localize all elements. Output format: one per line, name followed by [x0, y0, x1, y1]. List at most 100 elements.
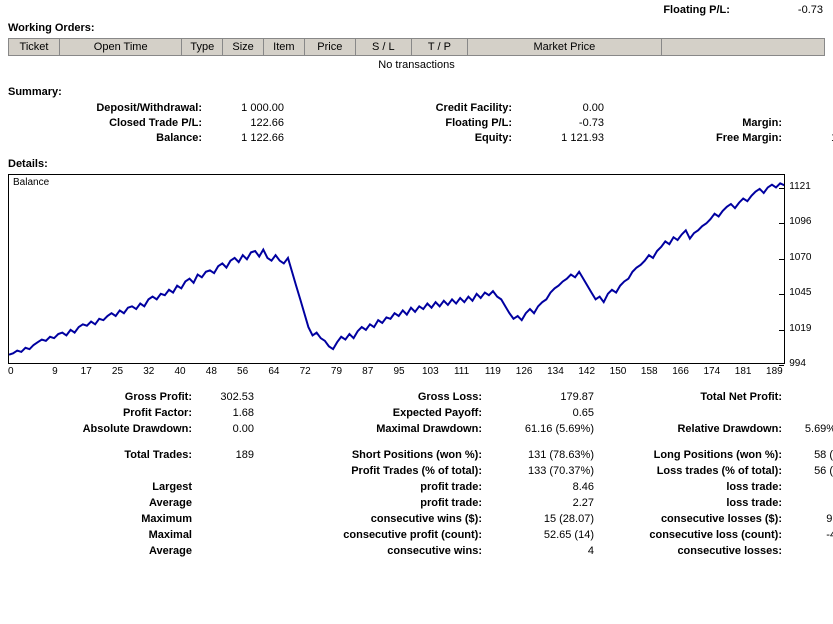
details-label: Largest: [8, 481, 198, 493]
details-value: 302.53: [198, 391, 268, 403]
details-label: Maximal Drawdown:: [268, 423, 488, 435]
working-orders-title: Working Orders:: [8, 22, 825, 34]
details-value: 0.00: [198, 423, 268, 435]
balance-chart: Balance 99410191045107010961121: [8, 174, 825, 364]
x-tick-label: 9: [39, 366, 70, 377]
details-value: -8.50: [788, 481, 833, 493]
details-value: 1.68: [198, 407, 268, 419]
details-label: Short Positions (won %):: [268, 449, 488, 461]
details-value: 52.65 (14): [488, 529, 608, 541]
details-label: loss trade:: [608, 481, 788, 493]
x-tick-label: 0: [8, 366, 39, 377]
details-value: 2.27: [488, 497, 608, 509]
summary-value: 1 121.93: [518, 132, 618, 144]
x-tick-label: 181: [727, 366, 758, 377]
details-value: 5.69% (61.16): [788, 423, 833, 435]
details-label: consecutive wins ($):: [268, 513, 488, 525]
details-label: profit trade:: [268, 497, 488, 509]
details-label: consecutive wins:: [268, 545, 488, 557]
x-tick-label: 158: [634, 366, 665, 377]
details-label: Loss trades (% of total):: [608, 465, 788, 477]
summary-title: Summary:: [8, 86, 825, 98]
summary-label: Floating P/L:: [298, 117, 518, 129]
details-value: -3.21: [788, 497, 833, 509]
details-label: consecutive losses ($):: [608, 513, 788, 525]
details-title: Details:: [8, 158, 825, 170]
x-tick-label: 40: [164, 366, 195, 377]
summary-label: Free Margin:: [618, 132, 788, 144]
details-value: [788, 407, 833, 419]
details-value: [198, 481, 268, 493]
summary-value: 0.00: [518, 102, 618, 114]
details-label: Total Trades:: [8, 449, 198, 461]
details-label: Average: [8, 497, 198, 509]
orders-col-header: Ticket: [9, 39, 60, 56]
x-tick-label: 103: [415, 366, 446, 377]
y-tick-label: 994: [789, 358, 806, 369]
floating-pl-header: Floating P/L: -0.73: [8, 4, 825, 16]
details-label: Gross Profit:: [8, 391, 198, 403]
x-tick-label: 72: [290, 366, 321, 377]
summary-label: Closed Trade P/L:: [8, 117, 208, 129]
details-label: [8, 465, 198, 477]
orders-col-header: Open Time: [60, 39, 182, 56]
details-label: consecutive profit (count):: [268, 529, 488, 541]
details-value: 122.66: [788, 391, 833, 403]
summary-grid: Deposit/Withdrawal:1 000.00Credit Facili…: [8, 102, 825, 144]
orders-col-header: S / L: [355, 39, 411, 56]
summary-value: 1 000.00: [208, 102, 298, 114]
no-transactions-text: No transactions: [8, 56, 825, 74]
summary-value: -0.73: [518, 117, 618, 129]
details-value: 131 (78.63%): [488, 449, 608, 461]
y-tick-label: 1045: [789, 287, 811, 298]
details-label: profit trade:: [268, 481, 488, 493]
x-tick-label: 32: [133, 366, 164, 377]
x-tick-label: 119: [477, 366, 508, 377]
y-tick-label: 1070: [789, 252, 811, 263]
details-value: 9 (-44.79): [788, 513, 833, 525]
summary-label: Margin:: [618, 117, 788, 129]
details-value: 61.16 (5.69%): [488, 423, 608, 435]
x-tick-label: 95: [383, 366, 414, 377]
details-value: 179.87: [488, 391, 608, 403]
details-value: -44.79 (9): [788, 529, 833, 541]
orders-col-header: Item: [263, 39, 304, 56]
details-label: Total Net Profit:: [608, 391, 788, 403]
details-label: Maximal: [8, 529, 198, 541]
x-tick-label: 111: [446, 366, 477, 377]
details-value: 4: [488, 545, 608, 557]
details-value: [198, 465, 268, 477]
x-tick-label: 64: [258, 366, 289, 377]
x-tick-label: 17: [71, 366, 102, 377]
x-tick-label: 126: [509, 366, 540, 377]
y-tick-label: 1121: [789, 181, 811, 192]
details-value: [198, 513, 268, 525]
orders-col-header: Price: [304, 39, 355, 56]
details-value: [198, 545, 268, 557]
orders-col-header: Market Price: [467, 39, 661, 56]
summary-label: Credit Facility:: [298, 102, 518, 114]
details-label: Profit Factor:: [8, 407, 198, 419]
details-value: 8.46: [488, 481, 608, 493]
summary-label: Equity:: [298, 132, 518, 144]
summary-label: [618, 102, 788, 114]
details-label: consecutive losses:: [608, 545, 788, 557]
details-label: Gross Loss:: [268, 391, 488, 403]
details-value: 189: [198, 449, 268, 461]
details-grid: Gross Profit:302.53Gross Loss:179.87Tota…: [8, 391, 825, 557]
details-label: Profit Trades (% of total):: [268, 465, 488, 477]
details-label: Average: [8, 545, 198, 557]
summary-value: [788, 102, 833, 114]
details-value: [198, 497, 268, 509]
details-value: 58 (51.72%): [788, 449, 833, 461]
summary-label: Balance:: [8, 132, 208, 144]
chart-x-axis: 0917253240485664727987951031111191261341…: [8, 366, 790, 377]
x-tick-label: 48: [196, 366, 227, 377]
orders-col-header: T / P: [411, 39, 467, 56]
x-tick-label: 166: [665, 366, 696, 377]
summary-label: Deposit/Withdrawal:: [8, 102, 208, 114]
x-tick-label: 189: [759, 366, 790, 377]
details-value: [198, 529, 268, 541]
floating-pl-value: -0.73: [733, 4, 823, 16]
details-label: Maximum: [8, 513, 198, 525]
